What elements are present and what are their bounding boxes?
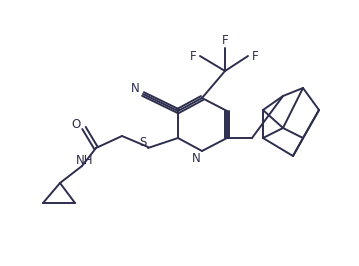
Text: N: N xyxy=(192,152,200,164)
Text: F: F xyxy=(252,49,258,63)
Text: N: N xyxy=(131,82,139,95)
Text: F: F xyxy=(222,35,228,48)
Text: S: S xyxy=(139,135,147,148)
Text: O: O xyxy=(71,118,81,131)
Text: NH: NH xyxy=(76,153,94,167)
Text: F: F xyxy=(190,49,196,63)
